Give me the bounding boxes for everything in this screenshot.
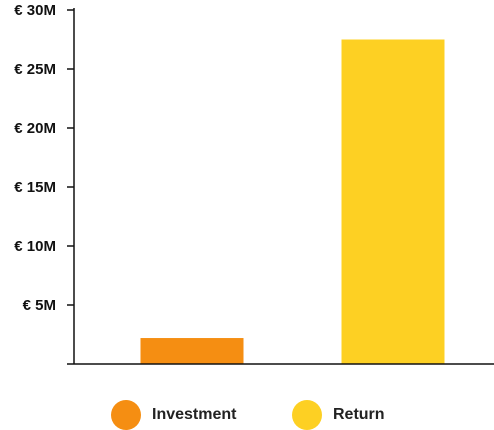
bars	[140, 39, 445, 364]
y-tick-label: € 20M	[14, 120, 56, 137]
bar-return	[341, 39, 445, 364]
y-tick-label: € 15M	[14, 179, 56, 196]
legend-item-investment: Investment	[111, 400, 236, 430]
y-tick-label: € 5M	[23, 297, 56, 314]
bar-investment	[140, 338, 244, 364]
y-tick-label: € 25M	[14, 61, 56, 78]
legend-label-return: Return	[333, 406, 385, 423]
y-axis: € 5M € 10M € 15M € 20M € 25M € 30M	[14, 2, 75, 364]
bar-chart: € 5M € 10M € 15M € 20M € 25M € 30M	[14, 2, 494, 365]
legend-item-return: Return	[292, 400, 385, 430]
y-tick-label: € 30M	[14, 2, 56, 19]
y-tick-label: € 10M	[14, 238, 56, 255]
legend-swatch-return	[292, 400, 322, 430]
legend-label-investment: Investment	[152, 406, 237, 423]
legend-swatch-investment	[111, 400, 141, 430]
